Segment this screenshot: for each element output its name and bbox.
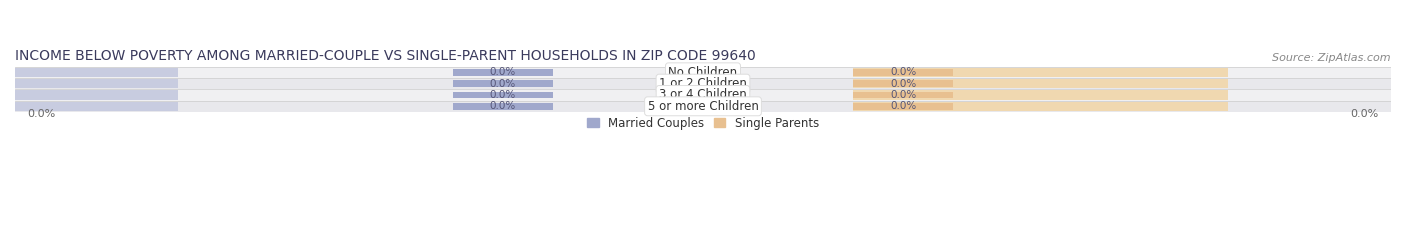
Text: 1 or 2 Children: 1 or 2 Children [659, 77, 747, 90]
Text: 0.0%: 0.0% [1350, 110, 1378, 120]
Bar [853, 69, 953, 76]
Bar [853, 92, 953, 98]
Bar [0, 79, 177, 88]
Bar [0, 68, 177, 77]
Text: 0.0%: 0.0% [489, 79, 516, 89]
Bar [15, 89, 1391, 101]
Bar [853, 90, 1229, 99]
Bar [853, 103, 953, 110]
Bar [453, 103, 553, 110]
Text: 0.0%: 0.0% [890, 101, 917, 111]
Text: Source: ZipAtlas.com: Source: ZipAtlas.com [1272, 53, 1391, 63]
Bar [453, 69, 553, 76]
Bar [453, 80, 553, 87]
Text: 0.0%: 0.0% [489, 67, 516, 77]
Bar [0, 102, 177, 111]
Bar [15, 67, 1391, 78]
Bar [15, 78, 1391, 89]
Text: 3 or 4 Children: 3 or 4 Children [659, 89, 747, 102]
Text: 0.0%: 0.0% [890, 79, 917, 89]
Bar [15, 101, 1391, 112]
Text: 0.0%: 0.0% [489, 101, 516, 111]
Bar [0, 90, 177, 99]
Legend: Married Couples, Single Parents: Married Couples, Single Parents [586, 117, 820, 130]
Bar [453, 92, 553, 98]
Text: 0.0%: 0.0% [489, 90, 516, 100]
Bar [853, 102, 1229, 111]
Bar [853, 79, 1229, 88]
Text: No Children: No Children [668, 66, 738, 79]
Bar [853, 80, 953, 87]
Text: 0.0%: 0.0% [890, 67, 917, 77]
Text: INCOME BELOW POVERTY AMONG MARRIED-COUPLE VS SINGLE-PARENT HOUSEHOLDS IN ZIP COD: INCOME BELOW POVERTY AMONG MARRIED-COUPL… [15, 49, 756, 63]
Text: 0.0%: 0.0% [28, 110, 56, 120]
Text: 5 or more Children: 5 or more Children [648, 100, 758, 113]
Bar [853, 68, 1229, 77]
Text: 0.0%: 0.0% [890, 90, 917, 100]
